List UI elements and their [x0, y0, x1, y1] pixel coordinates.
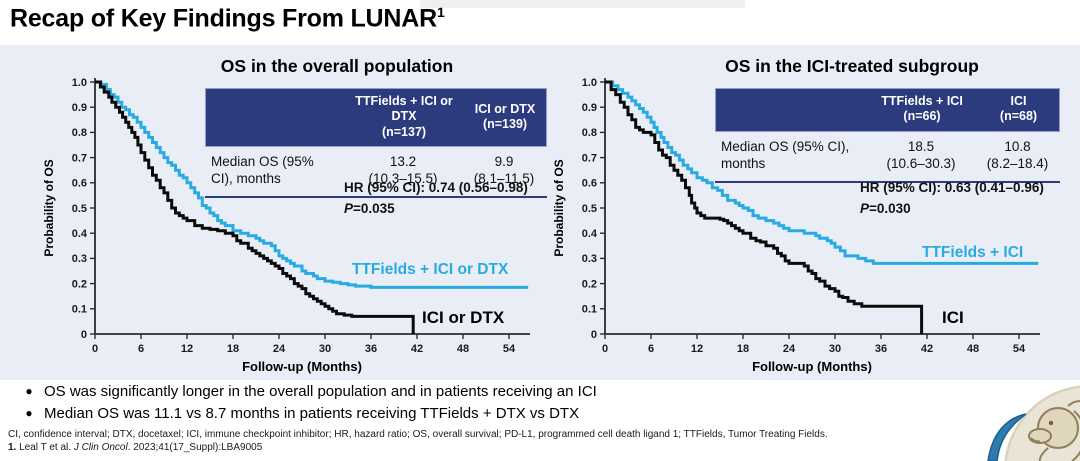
- table-row: Median OS (95% CI), months 13.2 (10.3–15…: [205, 147, 547, 198]
- svg-text:24: 24: [783, 343, 796, 355]
- hr-value: HR (95% CI): 0.74 (0.56–0.98): [344, 180, 528, 195]
- page-title: Recap of Key Findings From LUNAR1: [10, 4, 445, 33]
- chart-title-ici-subgroup: OS in the ICI-treated subgroup: [725, 56, 979, 76]
- svg-text:48: 48: [457, 343, 469, 355]
- svg-text:30: 30: [829, 343, 841, 355]
- svg-text:0.9: 0.9: [72, 102, 87, 114]
- curve-label-control-overall: ICI or DTX: [422, 308, 505, 327]
- row-label: Median OS (95% CI), months: [721, 138, 850, 172]
- svg-text:12: 12: [181, 343, 193, 355]
- curve-label-control-ici: ICI: [942, 308, 964, 327]
- svg-text:42: 42: [411, 343, 423, 355]
- bullet-icon: ●: [25, 384, 33, 398]
- curve-label-ttfields-ici: TTFields + ICI: [922, 244, 1024, 261]
- svg-text:0.4: 0.4: [72, 228, 88, 240]
- km-chart-overall: 1.0 0.9 0.8 0.7 0.6 0.5 0.4 0.3 0.2 0.1 00 6 12 18 24 3…: [42, 77, 530, 374]
- table-col-ttfields: TTFields + ICI or DTX (n=137): [355, 94, 453, 139]
- p-value: P=0.035: [344, 200, 395, 216]
- bullet-icon: ●: [25, 405, 33, 420]
- svg-text:0.8: 0.8: [582, 127, 597, 139]
- svg-text:0.8: 0.8: [72, 127, 87, 139]
- curve-label-ttfields-overall: TTFields + ICI or DTX: [352, 261, 509, 278]
- page-title-superscript: 1: [436, 4, 445, 20]
- svg-text:0.3: 0.3: [582, 253, 597, 265]
- hr-value: HR (95% CI): 0.63 (0.41–0.96): [860, 180, 1044, 195]
- table-col-ttfields: TTFields + ICI (n=66): [881, 94, 963, 124]
- svg-text:Probability of OS: Probability of OS: [42, 159, 56, 256]
- svg-text:1.0: 1.0: [582, 77, 597, 89]
- table-header-row: TTFields + ICI or DTX (n=137) ICI or DTX…: [205, 88, 547, 147]
- svg-text:0.3: 0.3: [72, 253, 87, 265]
- svg-text:Follow-up (Months): Follow-up (Months): [242, 359, 362, 374]
- svg-text:18: 18: [227, 343, 239, 355]
- svg-text:12: 12: [691, 343, 703, 355]
- svg-text:48: 48: [967, 343, 979, 355]
- p-value: P=0.030: [860, 200, 911, 216]
- median-os-ttfields: 18.5 (10.6–30.3): [886, 138, 956, 172]
- top-edge-artifact: [420, 0, 745, 8]
- page-title-text: Recap of Key Findings From LUNAR: [10, 4, 437, 33]
- logo-lion-icon: [1028, 400, 1080, 461]
- svg-text:0: 0: [602, 343, 608, 355]
- os-table-ici-subgroup: TTFields + ICI (n=66) ICI (n=68) Median …: [715, 88, 1060, 183]
- table-header-row: TTFields + ICI (n=66) ICI (n=68): [715, 88, 1060, 132]
- median-os-control: 9.9 (8.1–11.5): [473, 153, 535, 187]
- km-chart-ici-subgroup: 1.0 0.9 0.8 0.7 0.6 0.5 0.4 0.3 0.2 0.1 00 6 12 18 24 3…: [552, 77, 1040, 374]
- svg-text:0.9: 0.9: [582, 102, 597, 114]
- svg-text:Probability of OS: Probability of OS: [552, 159, 566, 256]
- table-row: Median OS (95% CI), months 18.5 (10.6–30…: [715, 132, 1060, 183]
- table-col-control: ICI or DTX (n=139): [474, 101, 536, 131]
- table-col-control: ICI (n=68): [999, 94, 1038, 124]
- svg-text:0: 0: [92, 343, 98, 355]
- svg-text:0.1: 0.1: [582, 304, 597, 316]
- svg-text:6: 6: [138, 343, 144, 355]
- svg-text:6: 6: [648, 343, 654, 355]
- key-findings-bullets: ● OS was significantly longer in the ove…: [14, 381, 597, 425]
- svg-text:24: 24: [273, 343, 286, 355]
- svg-text:0.5: 0.5: [582, 203, 597, 215]
- bullet-item: ● OS was significantly longer in the ove…: [14, 381, 596, 403]
- svg-text:36: 36: [875, 343, 887, 355]
- svg-text:0.6: 0.6: [72, 178, 87, 190]
- reference-footnote: 1. Leal T et al. J Clin Oncol. 2023;41(1…: [8, 442, 263, 453]
- chart-title-overall: OS in the overall population: [220, 56, 454, 76]
- svg-text:42: 42: [921, 343, 933, 355]
- svg-text:1.0: 1.0: [72, 77, 87, 89]
- svg-text:30: 30: [319, 343, 331, 355]
- svg-text:0.4: 0.4: [582, 228, 598, 240]
- svg-text:0.7: 0.7: [582, 152, 597, 164]
- svg-text:0.2: 0.2: [582, 278, 597, 290]
- svg-text:18: 18: [737, 343, 749, 355]
- svg-text:54: 54: [1013, 343, 1026, 355]
- svg-text:0.1: 0.1: [72, 304, 87, 316]
- svg-text:0.5: 0.5: [72, 203, 87, 215]
- svg-text:0.6: 0.6: [582, 178, 597, 190]
- hr-stats-overall: HR (95% CI): 0.74 (0.56–0.98) P=0.035: [344, 178, 528, 220]
- bullet-item: ● Median OS was 11.1 vs 8.7 months in pa…: [14, 403, 597, 425]
- svg-text:Follow-up (Months): Follow-up (Months): [752, 359, 872, 374]
- hr-stats-ici-subgroup: HR (95% CI): 0.63 (0.41–0.96) P=0.030: [860, 178, 1044, 220]
- svg-text:0: 0: [81, 329, 87, 341]
- svg-text:36: 36: [365, 343, 377, 355]
- svg-text:0.7: 0.7: [72, 152, 87, 164]
- median-os-control: 10.8 (8.2–18.4): [986, 138, 1049, 172]
- svg-text:54: 54: [503, 343, 516, 355]
- median-os-ttfields: 13.2 (10.3–15.5): [368, 153, 438, 187]
- logo-wave-icon: [987, 413, 1027, 461]
- abbreviations-footnote: CI, confidence interval; DTX, docetaxel;…: [8, 429, 828, 440]
- os-table-overall: TTFields + ICI or DTX (n=137) ICI or DTX…: [205, 88, 547, 198]
- merlion-logo: [987, 385, 1080, 461]
- row-label: Median OS (95% CI), months: [211, 153, 314, 187]
- svg-text:0: 0: [591, 329, 597, 341]
- svg-text:0.2: 0.2: [72, 278, 87, 290]
